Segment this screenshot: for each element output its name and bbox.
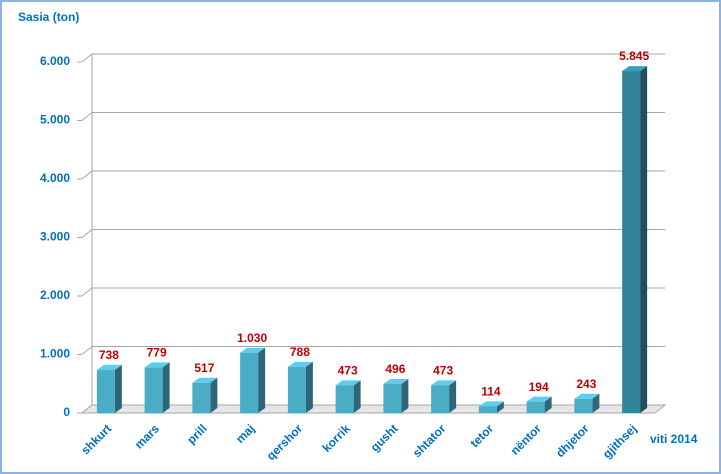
bar-side xyxy=(496,401,504,413)
value-label: 243 xyxy=(576,377,596,391)
bar-top xyxy=(622,66,648,72)
bar-side xyxy=(114,364,122,413)
bar-side xyxy=(401,378,409,413)
y-tick-label: 4.000 xyxy=(40,171,70,185)
bar xyxy=(431,385,450,413)
x-axis-label: viti 2014 xyxy=(650,432,698,446)
bar-top xyxy=(144,362,170,368)
bar-side xyxy=(258,347,266,413)
value-label: 5.845 xyxy=(619,49,649,63)
bar xyxy=(287,366,306,413)
y-tick-label: 3.000 xyxy=(40,230,70,244)
bar-top xyxy=(383,378,409,384)
bar-side xyxy=(210,377,218,413)
y-tick-label: 1.000 xyxy=(40,347,70,361)
value-label: 788 xyxy=(290,345,310,359)
floor xyxy=(80,404,667,414)
bar xyxy=(574,398,593,413)
bar-top xyxy=(574,393,600,399)
bar-top xyxy=(240,347,266,353)
bar xyxy=(240,352,259,413)
value-label: 1.030 xyxy=(237,331,267,345)
bar xyxy=(96,369,115,413)
grid-line xyxy=(81,112,665,121)
value-label: 738 xyxy=(99,348,119,362)
grid-line xyxy=(81,229,665,238)
value-label: 517 xyxy=(194,361,214,375)
bar xyxy=(622,71,641,413)
value-label: 496 xyxy=(385,362,405,376)
grid-line xyxy=(81,346,665,355)
grid-line xyxy=(81,287,665,297)
value-label: 779 xyxy=(147,346,167,360)
y-tick-label: 0 xyxy=(63,405,70,419)
bar-top xyxy=(287,361,313,367)
grid-line xyxy=(81,53,665,63)
value-label: 473 xyxy=(433,364,453,378)
value-label: 114 xyxy=(481,385,501,399)
bar-side xyxy=(592,393,600,413)
bar-top xyxy=(335,380,361,386)
bar-top xyxy=(526,396,552,402)
bar-side xyxy=(162,362,170,413)
bar-top xyxy=(431,380,457,386)
y-axis-label: Sasia (ton) xyxy=(18,10,79,24)
bar xyxy=(526,401,545,413)
bar-side xyxy=(305,361,313,413)
y-tick-label: 5.000 xyxy=(40,113,70,127)
bar-side xyxy=(449,380,457,413)
y-tick-label: 6.000 xyxy=(40,54,70,68)
bar xyxy=(192,382,211,413)
bar xyxy=(144,367,163,413)
bar-top xyxy=(478,401,504,407)
bar-top xyxy=(192,377,218,383)
bar-side xyxy=(544,396,552,413)
bar-side xyxy=(640,66,648,413)
y-tick-label: 2.000 xyxy=(40,288,70,302)
bar xyxy=(383,383,402,413)
value-label: 194 xyxy=(529,380,549,394)
bar xyxy=(478,406,497,413)
bar xyxy=(335,385,354,413)
bar-top xyxy=(96,364,122,370)
value-label: 473 xyxy=(338,364,358,378)
bar-side xyxy=(353,380,361,413)
grid-line xyxy=(81,170,665,180)
